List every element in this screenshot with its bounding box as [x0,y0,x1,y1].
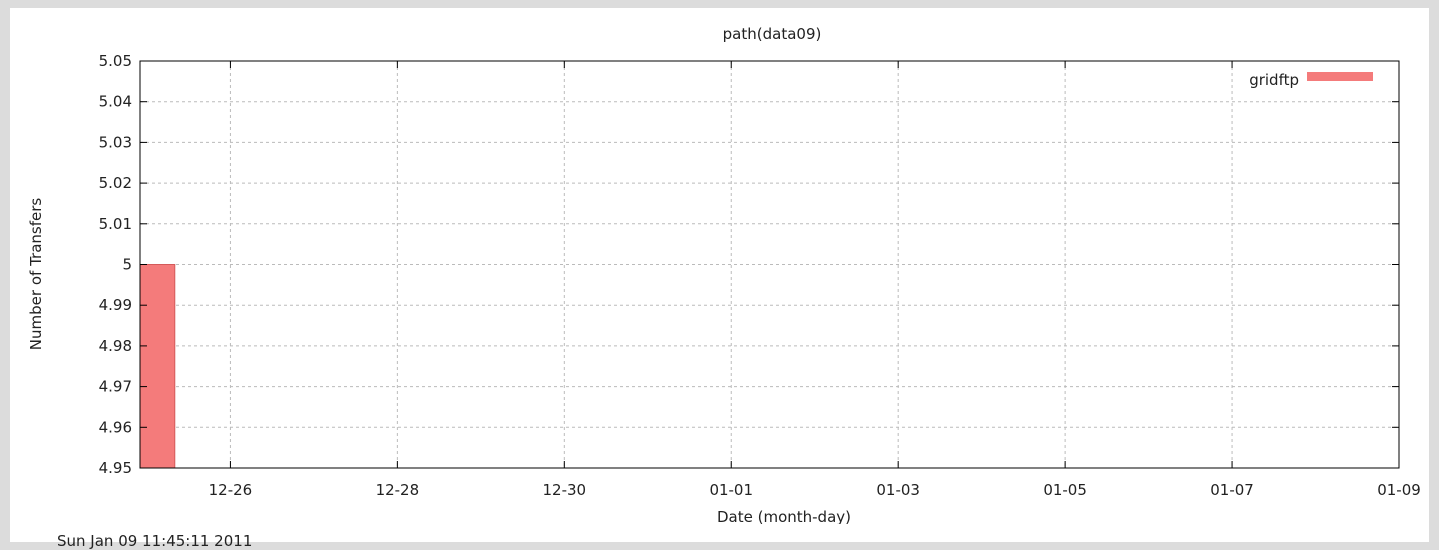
y-tick-label: 4.98 [99,337,132,355]
x-tick-label: 01-01 [709,481,753,499]
bars [139,264,176,469]
chart-title: path(data09) [723,25,822,43]
y-tick-label: 5.05 [99,52,132,70]
legend-swatch [1307,72,1373,81]
y-tick-label: 4.99 [99,296,132,314]
x-tick-label: 01-07 [1210,481,1254,499]
x-tick-label: 12-26 [209,481,253,499]
x-axis-label: Date (month-day) [717,508,851,524]
y-axis-label: Number of Transfers [27,198,45,351]
y-tick-labels: 4.95 4.96 4.97 4.98 4.99 5 5.01 5.02 5.03 5.04 5.0… [99,52,132,477]
x-tick-label: 12-30 [543,481,587,499]
gridlines [140,61,1399,468]
y-tick-label: 5.01 [99,215,132,233]
chart-panel: path(data09) 4.95 4.96 4.97 4.98 4.99 5 5.01 5.… [10,8,1429,550]
y-tick-label: 5.02 [99,174,132,192]
y-tick-label: 5.04 [99,93,132,111]
y-tick-label: 4.95 [99,459,132,477]
x-tick-labels: 12-26 12-28 12-30 01-01 01-03 01-05 01-07 01-09 [209,481,1421,499]
y-tick-label: 5.03 [99,133,132,151]
bar [139,264,176,469]
chart-svg: path(data09) 4.95 4.96 4.97 4.98 4.99 5 5.01 5.… [27,25,1421,524]
y-tick-label: 5 [122,256,132,274]
x-tick-label: 01-09 [1377,481,1421,499]
y-tick-label: 4.96 [99,418,132,436]
y-tick-label: 4.97 [99,378,132,396]
timestamp: Sun Jan 09 11:45:11 2011 [57,532,253,550]
tick-marks [140,60,1400,469]
legend-label: gridftp [1249,71,1299,89]
x-tick-label: 12-28 [376,481,420,499]
x-tick-label: 01-05 [1043,481,1087,499]
x-tick-label: 01-03 [876,481,920,499]
legend: gridftp [1249,71,1373,89]
